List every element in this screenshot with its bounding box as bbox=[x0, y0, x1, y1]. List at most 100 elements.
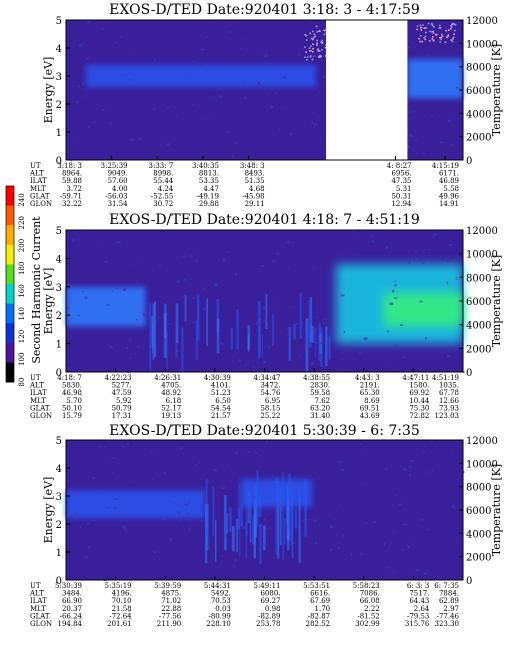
noise-pixel bbox=[221, 348, 224, 350]
sparse-pixel bbox=[451, 26, 453, 28]
y-tick-label: 3 bbox=[56, 72, 62, 83]
noise-pixel bbox=[393, 570, 395, 573]
ephemeris-value: 123.03 bbox=[435, 412, 460, 420]
sparse-pixel bbox=[319, 30, 321, 32]
noise-pixel bbox=[139, 137, 142, 141]
ephemeris-value: 50.31 bbox=[391, 192, 411, 200]
sparse-pixel bbox=[306, 59, 308, 61]
noise-pixel bbox=[317, 346, 319, 350]
noise-pixel bbox=[152, 108, 156, 111]
noise-pixel bbox=[125, 529, 127, 532]
ephemeris-value: 12.94 bbox=[391, 200, 412, 208]
vertical-streak bbox=[325, 326, 328, 367]
noise-pixel bbox=[349, 552, 352, 556]
ephemeris-value: 6: 3: 3 bbox=[407, 582, 430, 590]
noise-pixel bbox=[176, 510, 180, 513]
sparse-pixel bbox=[451, 22, 454, 25]
intensity-region-mid bbox=[66, 490, 205, 519]
noise-pixel bbox=[428, 470, 431, 474]
vertical-streak bbox=[288, 473, 292, 541]
sparse-pixel bbox=[316, 39, 318, 42]
ephemeris-value: 14.91 bbox=[439, 200, 459, 208]
noise-pixel bbox=[218, 260, 220, 262]
noise-pixel bbox=[410, 134, 414, 138]
ephemeris-value: 69.92 bbox=[409, 389, 429, 397]
colorbar-tick-label: 80 bbox=[18, 378, 26, 387]
sparse-pixel bbox=[431, 38, 434, 40]
vertical-streak bbox=[184, 295, 187, 322]
ephemeris-value: 4.68 bbox=[249, 185, 265, 193]
noise-pixel bbox=[121, 445, 125, 447]
sparse-pixel bbox=[432, 32, 435, 34]
noise-pixel bbox=[313, 111, 315, 115]
noise-pixel bbox=[192, 296, 196, 300]
noise-pixel bbox=[72, 238, 75, 242]
noise-pixel bbox=[84, 556, 89, 559]
noise-pixel bbox=[281, 548, 284, 550]
noise-pixel bbox=[415, 569, 420, 571]
sparse-pixel bbox=[325, 29, 327, 31]
vertical-streak bbox=[212, 486, 215, 536]
noise-pixel bbox=[293, 241, 295, 244]
y-tick-label: 5 bbox=[56, 226, 62, 237]
ephemeris-value: 64.43 bbox=[409, 597, 429, 605]
noise-pixel bbox=[274, 91, 278, 95]
noise-pixel bbox=[235, 451, 239, 455]
noise-pixel bbox=[256, 321, 259, 325]
noise-pixel bbox=[101, 28, 104, 30]
noise-pixel bbox=[234, 558, 238, 562]
sparse-pixel bbox=[419, 24, 422, 26]
sparse-pixel bbox=[310, 37, 313, 40]
ephemeris-value: 9049. bbox=[108, 170, 128, 178]
noise-pixel bbox=[122, 525, 126, 529]
y2-tick-label: 2000 bbox=[466, 133, 491, 144]
vertical-streak bbox=[196, 294, 200, 341]
noise-pixel bbox=[259, 455, 261, 457]
noise-pixel bbox=[81, 82, 85, 85]
noise-pixel bbox=[364, 522, 368, 524]
noise-pixel bbox=[405, 145, 410, 148]
ephemeris-row-label: MLT bbox=[30, 185, 46, 193]
noise-pixel bbox=[426, 528, 430, 531]
y2-axis-label: Temperature [K] bbox=[490, 464, 503, 556]
sparse-pixel bbox=[431, 24, 434, 27]
noise-pixel bbox=[323, 76, 327, 78]
ephemeris-value: 21.58 bbox=[112, 605, 132, 613]
vertical-streak bbox=[259, 523, 262, 564]
y2-tick-label: 8000 bbox=[466, 273, 491, 284]
noise-pixel bbox=[128, 357, 133, 360]
ephemeris-value: 323.30 bbox=[435, 620, 460, 628]
ephemeris-value: 5:30:39 bbox=[55, 582, 82, 590]
noise-pixel bbox=[213, 469, 218, 472]
noise-pixel bbox=[363, 337, 368, 340]
noise-pixel bbox=[109, 346, 113, 349]
ephemeris-value: 4196. bbox=[112, 590, 132, 598]
colorbar-tick-label: 180 bbox=[18, 262, 26, 275]
noise-pixel bbox=[447, 119, 451, 123]
noise-pixel bbox=[221, 258, 225, 260]
ephemeris-value: 25.22 bbox=[260, 412, 280, 420]
noise-pixel bbox=[456, 345, 458, 349]
sparse-pixel bbox=[316, 42, 318, 45]
ephemeris-value: 6171. bbox=[439, 170, 459, 178]
noise-pixel bbox=[106, 304, 110, 306]
noise-pixel bbox=[115, 41, 118, 44]
noise-pixel bbox=[394, 280, 396, 283]
ephemeris-value: -77.46 bbox=[437, 612, 460, 620]
vertical-streak bbox=[304, 479, 307, 537]
y2-tick-label: 6000 bbox=[466, 297, 491, 308]
colorbar-segment bbox=[6, 244, 14, 265]
y2-tick-label: 10000 bbox=[466, 250, 498, 261]
ephemeris-value: 7086. bbox=[360, 590, 380, 598]
noise-pixel bbox=[392, 531, 395, 533]
spectrogram-panel-2: EXOS-D/TED Date:920401 4:18: 7 - 4:51:19… bbox=[29, 212, 503, 420]
noise-pixel bbox=[407, 535, 410, 538]
y-tick-label: 4 bbox=[56, 464, 62, 475]
noise-pixel bbox=[309, 519, 313, 521]
noise-pixel bbox=[234, 273, 238, 276]
ephemeris-value: 8493. bbox=[245, 170, 265, 178]
sparse-pixel bbox=[424, 35, 427, 38]
sparse-pixel bbox=[429, 30, 431, 33]
noise-pixel bbox=[276, 252, 280, 255]
y-tick-label: 4 bbox=[56, 254, 62, 265]
